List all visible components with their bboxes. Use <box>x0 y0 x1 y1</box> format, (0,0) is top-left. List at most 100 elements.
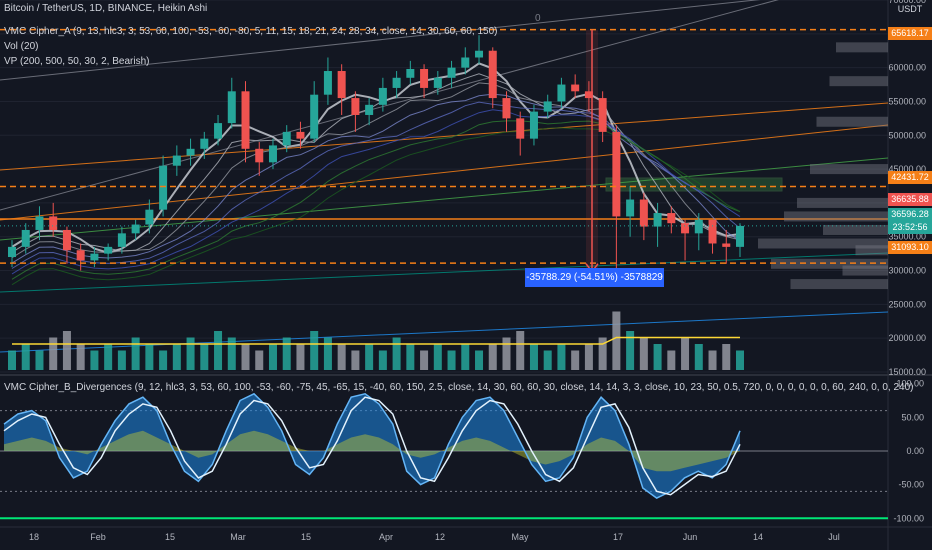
vp-row <box>784 211 888 222</box>
osc-tick-label: 100.00 <box>896 379 924 389</box>
price-tick-label: 55000.00 <box>888 96 926 106</box>
candle-body <box>626 199 635 217</box>
oscillator-title[interactable]: VMC Cipher_B_Divergences (9, 12, hlc3, 3… <box>4 382 914 393</box>
volume-bar <box>406 344 415 370</box>
volume-bar <box>722 344 731 370</box>
price-tick-label: 15000.00 <box>888 367 926 377</box>
volume-bar <box>378 350 387 370</box>
candle-body <box>529 111 538 139</box>
vp-row <box>855 245 888 256</box>
osc-tick-label: -100.00 <box>893 513 924 523</box>
volume-bar <box>214 331 223 370</box>
time-tick-label: 12 <box>435 532 445 542</box>
volume-bar <box>131 337 140 370</box>
time-tick-label: Apr <box>379 532 393 542</box>
indicator-volume[interactable]: Vol (20) <box>4 41 39 52</box>
volume-bar <box>447 350 456 370</box>
time-tick-label: May <box>511 532 529 542</box>
candle-body <box>584 91 593 99</box>
volume-bar <box>310 331 319 370</box>
volume-bar <box>145 344 154 370</box>
time-tick-label: 14 <box>753 532 763 542</box>
candle-body <box>104 246 113 254</box>
candle-body <box>736 225 744 247</box>
volume-bar <box>557 344 566 370</box>
candle-body <box>241 91 250 149</box>
volume-ma-line <box>12 336 740 345</box>
ema-ribbon <box>11 62 741 286</box>
candle-body <box>296 131 305 139</box>
candle-body <box>694 219 703 234</box>
vp-row <box>829 76 888 87</box>
candle-body <box>76 250 85 261</box>
price-tick-label: 70000.00 <box>888 0 926 5</box>
time-tick-label: 18 <box>29 532 39 542</box>
oscillator-pane <box>0 392 888 520</box>
volume-bar <box>49 337 58 370</box>
vp-row <box>810 164 888 175</box>
candle-body <box>21 229 30 247</box>
candle-body <box>310 94 319 139</box>
indicator-cipher-a[interactable]: VMC Cipher_A (9, 13, hlc3, 3, 53, 60, 10… <box>4 26 498 37</box>
candle-body <box>323 71 332 95</box>
zero-marker: 0 <box>535 13 541 24</box>
volume-bar <box>461 344 470 370</box>
value-area-box <box>605 177 783 192</box>
volume-bar <box>8 350 16 370</box>
candle-body <box>475 50 484 58</box>
candle-body <box>681 223 690 234</box>
candle-body <box>255 148 264 163</box>
volume-bar <box>626 331 635 370</box>
volume-bar <box>612 311 621 370</box>
trendline <box>0 252 889 293</box>
candle-body <box>406 68 415 78</box>
indicator-volume-profile[interactable]: VP (200, 500, 50, 30, 2, Bearish) <box>4 56 150 67</box>
candle-body <box>8 246 16 258</box>
measure-label[interactable]: -35788.29 (-54.51%) -3578829 <box>525 268 664 287</box>
vp-row <box>842 265 888 276</box>
candle-body <box>571 84 580 92</box>
price-tag: 31093.10 <box>888 241 932 254</box>
volume-bar <box>598 337 607 370</box>
time-tick-label: Jul <box>828 532 840 542</box>
trendline <box>0 124 889 221</box>
candle-body <box>653 213 662 227</box>
candle-body <box>131 224 140 234</box>
measure-tool[interactable] <box>585 29 599 273</box>
volume-bar <box>21 344 30 370</box>
currency-label: USDT <box>897 4 923 14</box>
symbol-title: Bitcoin / TetherUS, 1D, BINANCE, Heikin … <box>4 3 208 14</box>
volume-bar <box>392 337 401 370</box>
price-tick-label: 25000.00 <box>888 299 926 309</box>
osc-tick-label: 0.00 <box>906 446 924 456</box>
candle-body <box>447 67 456 78</box>
candle-body <box>433 77 442 88</box>
volume-bar <box>488 344 497 370</box>
volume-bar <box>323 337 332 370</box>
price-levels <box>0 28 888 264</box>
trendline <box>0 0 761 81</box>
volume-profile <box>605 42 888 290</box>
volume-bar <box>268 344 277 370</box>
price-tick-label: 35000.00 <box>888 232 926 242</box>
candle-body <box>378 87 387 105</box>
volume-bar <box>76 344 85 370</box>
volume-bar <box>282 337 291 370</box>
candle-body <box>186 148 195 156</box>
volume-bar <box>708 350 717 370</box>
volume-bar <box>653 344 662 370</box>
candle-body <box>488 50 497 99</box>
volume-bar <box>365 344 374 370</box>
candle-body <box>200 138 209 149</box>
price-tag: 42431.72 <box>888 171 932 184</box>
candle-body <box>337 71 346 99</box>
candle-body <box>214 123 223 139</box>
candle-body <box>722 243 731 247</box>
volume-bar <box>90 350 99 370</box>
price-tick-label: 45000.00 <box>888 164 926 174</box>
candle-body <box>282 131 291 146</box>
candle-body <box>49 216 58 230</box>
time-tick-label: Feb <box>90 532 106 542</box>
volume-bar <box>529 344 538 370</box>
